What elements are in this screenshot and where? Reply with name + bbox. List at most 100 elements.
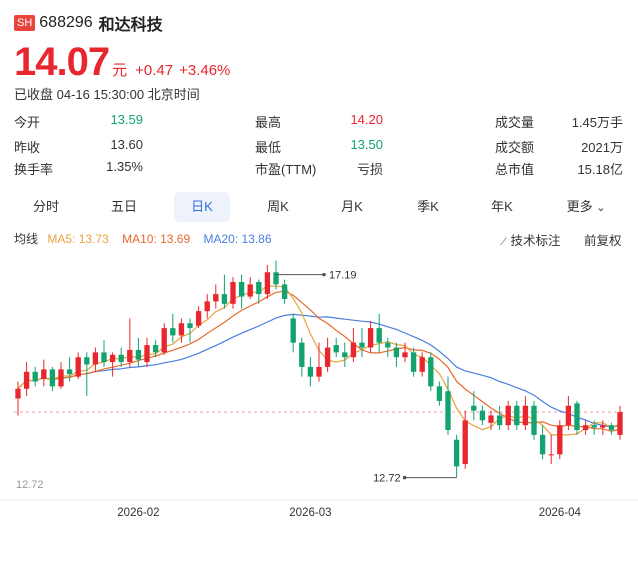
candle-body [84, 357, 90, 365]
stat-label: 市盈(TTM) [255, 162, 317, 177]
candle-body [496, 415, 503, 426]
candle-body [161, 328, 167, 353]
candle-body [385, 342, 391, 348]
candle-body [402, 352, 408, 358]
tab-yearly-k[interactable]: 年K [491, 199, 513, 214]
candle-body [290, 318, 296, 343]
candle-body [135, 349, 142, 360]
stat-value: 亏损 [356, 162, 383, 177]
candle-body [307, 366, 314, 377]
candle-body [152, 345, 159, 353]
tab-more[interactable]: 更多 ⌄ [556, 192, 616, 222]
x-tick-label: 2026-04 [539, 507, 582, 519]
candle-body [109, 354, 116, 363]
candle-body [410, 352, 417, 372]
candle-body [281, 284, 288, 299]
candle-body [75, 357, 81, 377]
tab-quarterly-k[interactable]: 季K [417, 199, 439, 214]
kline-chart[interactable]: 17.19 12.72 12.72 2026-02 2026-03 2026-04 [0, 248, 638, 548]
tab-five-day[interactable]: 五日 [110, 199, 137, 214]
candle-body [617, 412, 623, 435]
candle-body [488, 415, 494, 423]
ma-legend: 均线 MA5: 13.73 MA10: 13.69 MA20: 13.86 [14, 230, 272, 247]
market-status: 已收盘 04-16 15:30:00 北京时间 [14, 87, 200, 102]
candle-body [299, 342, 305, 367]
price-unit: 元 [112, 62, 128, 79]
stat-value: 1.45万手 [571, 115, 623, 130]
tab-monthly-k[interactable]: 月K [341, 199, 363, 214]
market-badge: SH [14, 15, 36, 31]
candle-body [582, 425, 589, 431]
stat-value: 13.59 [110, 112, 143, 127]
candle-body [15, 388, 21, 399]
candle-body [514, 405, 520, 426]
candle-body [118, 354, 124, 363]
ma-label: 均线 [14, 232, 39, 246]
candle-body [428, 357, 434, 387]
tab-more-label: 更多 [566, 199, 593, 214]
stat-value: 1.35% [106, 159, 143, 174]
candle-body [600, 425, 606, 428]
candle-body [92, 352, 99, 365]
indicator-button[interactable]: ⟋ 技术标注 [500, 230, 561, 249]
candle-body [565, 405, 572, 426]
candle-body [187, 323, 193, 329]
candle-body [436, 386, 443, 401]
candle-body [548, 454, 554, 456]
chevron-down-icon: ⌄ [596, 202, 606, 214]
stock-name: 和达科技 [98, 17, 163, 34]
ma10-line [17, 290, 621, 432]
stat-value: 13.50 [350, 137, 383, 152]
candle-body [66, 369, 73, 375]
candle-body [359, 342, 365, 348]
candle-body [574, 403, 580, 431]
candle-body [230, 281, 236, 304]
candle-body [557, 425, 563, 455]
high-label: 17.19 [329, 270, 357, 282]
ma5-value: MA5: 13.73 [47, 232, 109, 246]
candle-body [204, 301, 210, 312]
ma20-line [17, 313, 621, 428]
stat-value: 13.60 [110, 137, 143, 152]
candle-body [41, 369, 47, 380]
price-change-pct: +3.46% [179, 62, 231, 79]
low-label: 12.72 [373, 473, 401, 485]
candle-body [393, 347, 400, 358]
price-row: 14.07 元 +0.47 +3.46% [14, 40, 230, 84]
stock-header: SH 688296 和达科技 [14, 10, 163, 36]
x-tick-label: 2026-03 [289, 507, 331, 519]
price-change: +0.47 [135, 62, 174, 79]
candle-body [221, 294, 228, 304]
candle-body [127, 349, 133, 363]
tab-weekly-k[interactable]: 周K [267, 199, 289, 214]
candle-body [273, 272, 279, 285]
current-price: 14.07 [14, 40, 110, 84]
candle-body [445, 391, 451, 431]
candle-body [539, 434, 546, 455]
indicator-icon: ⟋ [500, 237, 507, 248]
candle-body [471, 405, 477, 411]
candle-body [350, 342, 357, 358]
stat-label: 总市值 [495, 162, 535, 177]
ma20-value: MA20: 13.86 [203, 232, 272, 246]
indicator-label: 技术标注 [510, 234, 561, 248]
tab-intraday[interactable]: 分时 [32, 199, 59, 214]
candle-body [178, 323, 185, 336]
stat-value: 14.20 [350, 112, 383, 127]
stat-label: 最低 [255, 140, 282, 155]
candle-body [333, 345, 339, 353]
low-pointer-dot [402, 475, 407, 480]
candle-body [170, 328, 176, 336]
candle-body [608, 425, 615, 431]
stat-label: 换手率 [14, 162, 54, 177]
tab-daily-k[interactable]: 日K [174, 192, 230, 222]
x-tick-label: 2026-02 [117, 507, 159, 519]
candle-body [591, 425, 597, 428]
adjust-button[interactable]: 前复权 [584, 234, 622, 248]
period-tabs: 分时 五日 日K 周K 月K 季K 年K 更多 ⌄ [14, 192, 624, 222]
stat-value: 2021万 [581, 140, 623, 155]
candle-body [32, 371, 38, 382]
candle-body [324, 347, 331, 367]
candle-body [23, 371, 30, 389]
candle-body [256, 281, 262, 295]
